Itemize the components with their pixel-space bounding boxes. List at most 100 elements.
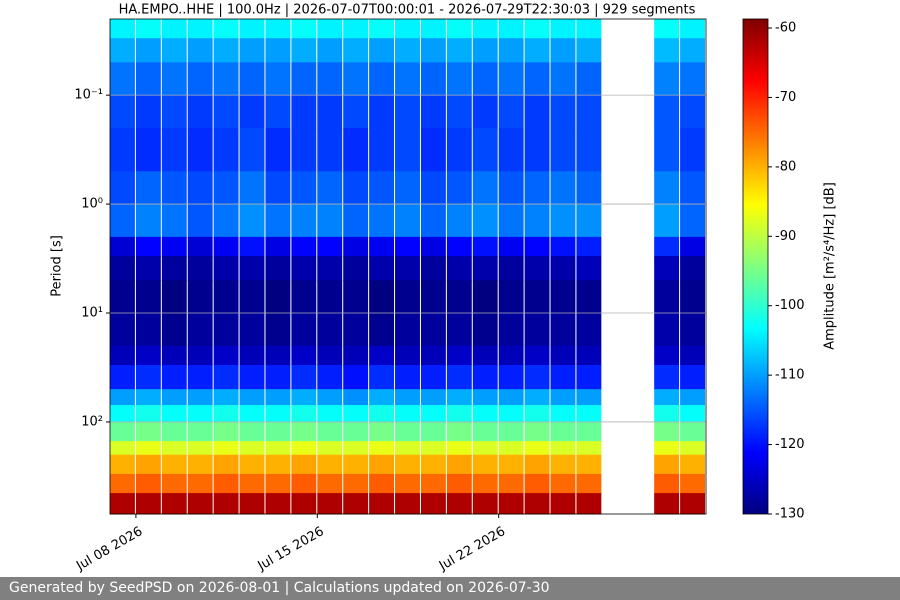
heatmap-cell bbox=[161, 171, 187, 205]
heatmap-cell bbox=[135, 19, 161, 39]
heatmap-cell bbox=[110, 280, 135, 314]
heatmap-cell bbox=[680, 313, 705, 347]
heatmap-cell bbox=[213, 364, 239, 390]
heatmap-cell bbox=[446, 405, 472, 423]
heatmap-cell bbox=[446, 389, 472, 406]
heatmap-cell bbox=[213, 236, 239, 257]
heatmap-cell bbox=[187, 345, 213, 366]
heatmap-cell bbox=[654, 95, 680, 129]
heatmap-cell bbox=[420, 441, 446, 456]
heatmap-cell bbox=[498, 364, 524, 390]
heatmap-cell bbox=[265, 313, 291, 347]
heatmap-cell bbox=[446, 421, 472, 442]
heatmap-cell bbox=[213, 19, 239, 39]
heatmap-cell bbox=[498, 280, 524, 314]
heatmap-cell bbox=[213, 204, 239, 238]
heatmap-cell bbox=[187, 421, 213, 442]
heatmap-cell bbox=[472, 454, 498, 475]
heatmap-cell bbox=[291, 236, 317, 257]
heatmap-cell bbox=[446, 454, 472, 475]
heatmap-cell bbox=[317, 236, 343, 257]
colorbar-tick-label: -130 bbox=[775, 507, 805, 522]
heatmap-cell bbox=[472, 313, 498, 347]
heatmap-cell bbox=[343, 19, 369, 39]
heatmap-cell bbox=[343, 313, 369, 347]
heatmap-cell bbox=[369, 19, 395, 39]
heatmap-cell bbox=[550, 236, 576, 257]
heatmap-cell bbox=[654, 19, 680, 39]
heatmap-cell bbox=[161, 473, 187, 494]
heatmap-cell bbox=[576, 405, 602, 423]
heatmap-cell bbox=[213, 256, 239, 281]
heatmap-cell bbox=[161, 127, 187, 172]
heatmap-cell bbox=[550, 473, 576, 494]
heatmap-cell bbox=[317, 256, 343, 281]
heatmap-cell bbox=[654, 38, 680, 63]
heatmap-cell bbox=[654, 204, 680, 238]
heatmap-cell bbox=[654, 313, 680, 347]
heatmap-cell bbox=[135, 95, 161, 129]
heatmap-cell bbox=[680, 236, 705, 257]
heatmap-cell bbox=[135, 62, 161, 96]
colorbar-tick-label: -90 bbox=[775, 229, 796, 244]
heatmap-cell bbox=[110, 473, 135, 494]
heatmap-cell bbox=[239, 204, 265, 238]
heatmap-cell bbox=[498, 441, 524, 456]
heatmap-cell bbox=[654, 364, 680, 390]
heatmap-cell bbox=[317, 454, 343, 475]
heatmap-cell bbox=[369, 473, 395, 494]
heatmap-cell bbox=[317, 441, 343, 456]
heatmap-cell bbox=[187, 19, 213, 39]
heatmap-cell bbox=[420, 405, 446, 423]
heatmap-cell bbox=[317, 473, 343, 494]
heatmap-cell bbox=[265, 421, 291, 442]
heatmap-cell bbox=[343, 256, 369, 281]
heatmap-cell bbox=[135, 204, 161, 238]
heatmap-cell bbox=[369, 364, 395, 390]
heatmap-cell bbox=[110, 405, 135, 423]
heatmap-cell bbox=[187, 389, 213, 406]
heatmap-cell bbox=[395, 204, 420, 238]
heatmap-cell bbox=[187, 405, 213, 423]
heatmap-cell bbox=[395, 389, 420, 406]
chart-title: HA.EMPO..HHE | 100.0Hz | 2026-07-07T00:0… bbox=[119, 3, 696, 18]
heatmap-cell bbox=[110, 19, 135, 39]
heatmap-cell bbox=[343, 389, 369, 406]
heatmap-cell bbox=[524, 405, 550, 423]
heatmap-cell bbox=[317, 493, 343, 515]
heatmap-cell bbox=[498, 389, 524, 406]
colorbar-tick-label: -60 bbox=[775, 21, 796, 36]
heatmap-cell bbox=[291, 171, 317, 205]
heatmap-cell bbox=[680, 38, 705, 63]
heatmap-cell bbox=[187, 62, 213, 96]
heatmap-cell bbox=[213, 38, 239, 63]
heatmap-cell bbox=[576, 313, 602, 347]
heatmap-cell bbox=[369, 389, 395, 406]
heatmap-cell bbox=[343, 345, 369, 366]
heatmap-cell bbox=[110, 389, 135, 406]
heatmap-cell bbox=[291, 280, 317, 314]
heatmap-cell bbox=[654, 256, 680, 281]
heatmap-cell bbox=[161, 38, 187, 63]
heatmap-cell bbox=[135, 364, 161, 390]
heatmap-cell bbox=[161, 62, 187, 96]
heatmap-cell bbox=[135, 38, 161, 63]
heatmap-cell bbox=[472, 280, 498, 314]
heatmap-cell bbox=[187, 38, 213, 63]
heatmap-cell bbox=[550, 421, 576, 442]
heatmap-cell bbox=[654, 421, 680, 442]
heatmap-cell bbox=[472, 38, 498, 63]
heatmap-cell bbox=[395, 127, 420, 172]
heatmap-cell bbox=[550, 441, 576, 456]
heatmap-cell bbox=[317, 62, 343, 96]
heatmap-cell bbox=[291, 389, 317, 406]
heatmap-cell bbox=[550, 62, 576, 96]
colorbar-tick-label: -80 bbox=[775, 159, 796, 174]
heatmap-cell bbox=[472, 95, 498, 129]
heatmap-cell bbox=[420, 345, 446, 366]
heatmap-cell bbox=[680, 256, 705, 281]
heatmap-cell bbox=[291, 421, 317, 442]
heatmap-cell bbox=[550, 204, 576, 238]
heatmap-cell bbox=[187, 454, 213, 475]
heatmap-cell bbox=[317, 313, 343, 347]
